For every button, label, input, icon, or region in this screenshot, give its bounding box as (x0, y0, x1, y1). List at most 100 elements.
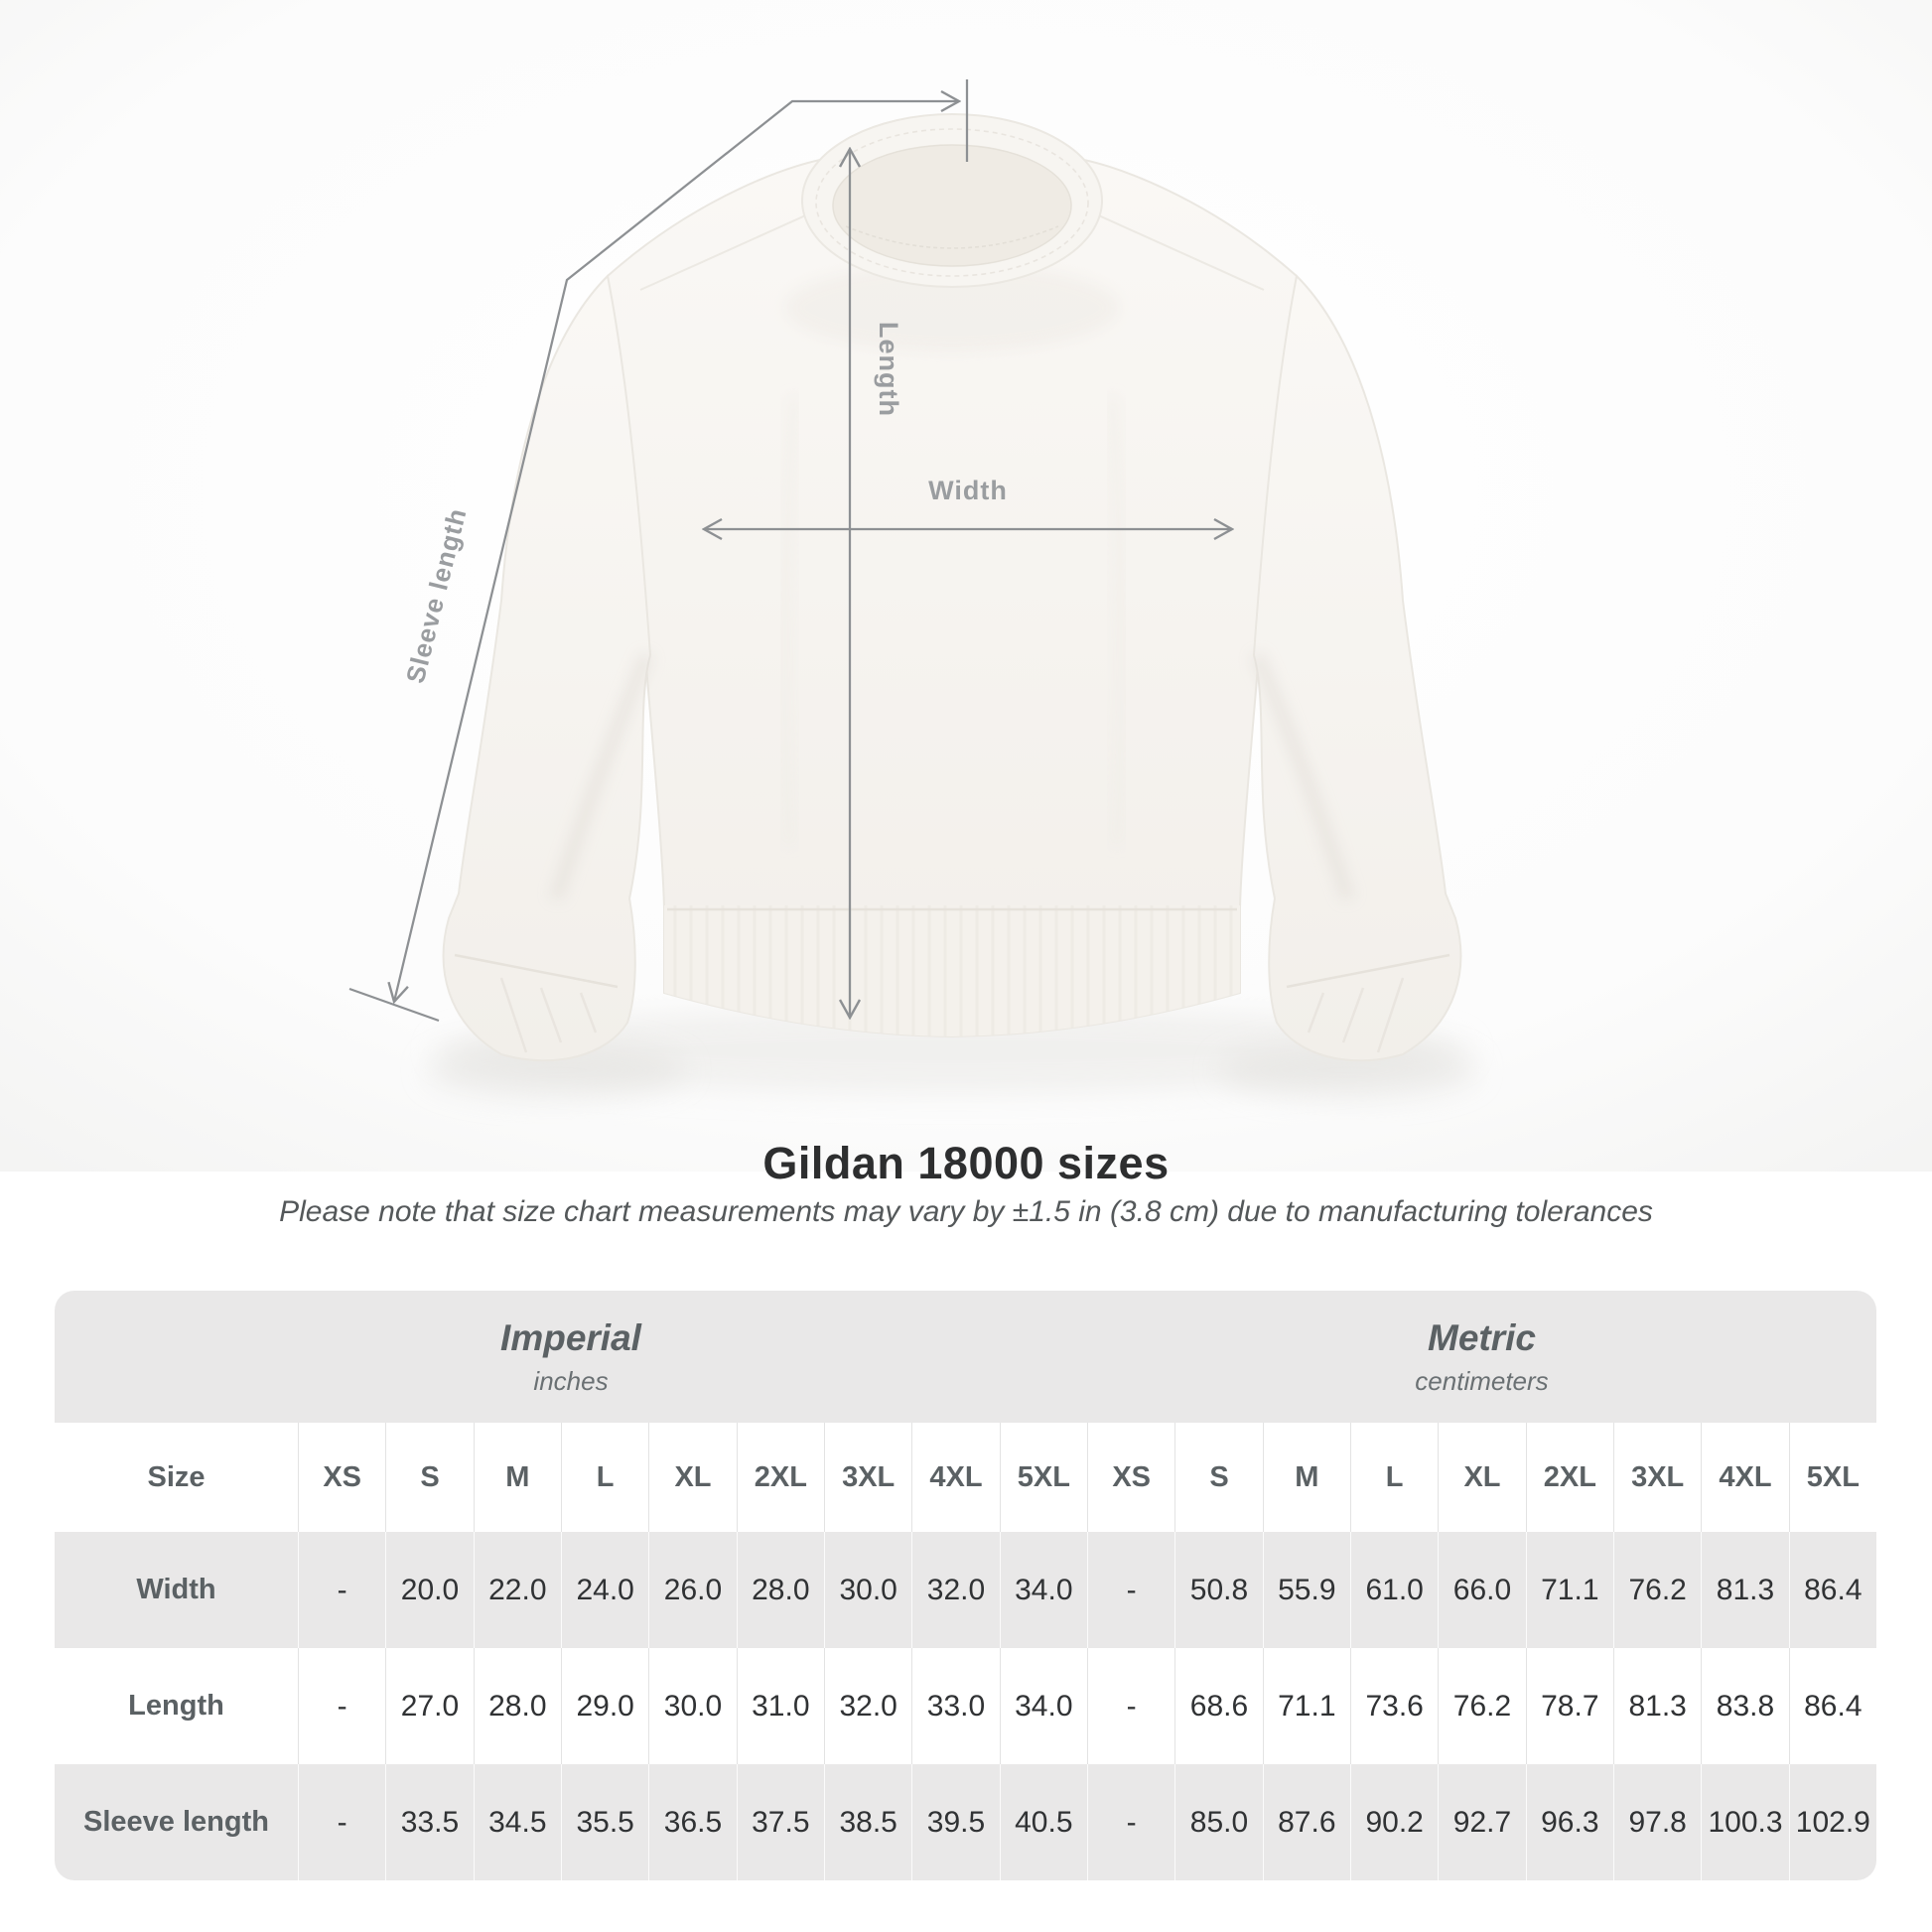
width-value: - (298, 1532, 386, 1648)
size-header: XS (1087, 1423, 1175, 1532)
size-header-row: Size XS S M L XL 2XL 3XL 4XL 5XL XS S M … (55, 1423, 1876, 1532)
size-header: XL (1438, 1423, 1526, 1532)
width-value: 22.0 (473, 1532, 561, 1648)
size-header: 4XL (911, 1423, 1000, 1532)
sleeve-length-row: Sleeve length - 33.5 34.5 35.5 36.5 37.5… (55, 1764, 1876, 1880)
sleeve-value: 34.5 (473, 1764, 561, 1880)
size-header: 5XL (1788, 1423, 1876, 1532)
length-value: 28.0 (473, 1648, 561, 1764)
sleeve-value: 97.8 (1613, 1764, 1702, 1880)
width-value: 26.0 (648, 1532, 737, 1648)
size-header: 2XL (736, 1423, 824, 1532)
sleeve-value: 100.3 (1701, 1764, 1789, 1880)
page-title: Gildan 18000 sizes (762, 1138, 1170, 1188)
sweatshirt-measurement-diagram: Length Width Sleeve length (0, 0, 1932, 1172)
sleeve-value: 90.2 (1350, 1764, 1439, 1880)
sleeve-value: 87.6 (1262, 1764, 1350, 1880)
length-value: 73.6 (1350, 1648, 1439, 1764)
width-value: 76.2 (1613, 1532, 1702, 1648)
length-label: Length (874, 322, 903, 417)
width-value: 71.1 (1525, 1532, 1613, 1648)
length-value: 29.0 (561, 1648, 649, 1764)
size-header: S (385, 1423, 474, 1532)
size-header: M (473, 1423, 561, 1532)
length-value: 71.1 (1262, 1648, 1350, 1764)
width-value: 28.0 (736, 1532, 824, 1648)
imperial-label: Imperial (500, 1316, 641, 1358)
sleeve-value: 96.3 (1525, 1764, 1613, 1880)
length-value: 86.4 (1788, 1648, 1876, 1764)
length-value: - (1087, 1648, 1175, 1764)
tolerance-note: Please note that size chart measurements… (279, 1195, 1653, 1228)
right-cuff (1286, 953, 1450, 1053)
sleeve-value: 33.5 (385, 1764, 474, 1880)
imperial-units: inches (533, 1365, 609, 1396)
soft-shadows (427, 1007, 1477, 1098)
width-value: 61.0 (1350, 1532, 1439, 1648)
right-sleeve (1252, 273, 1462, 1062)
width-value: 20.0 (385, 1532, 474, 1648)
sleeve-value: 40.5 (999, 1764, 1087, 1880)
size-header: S (1174, 1423, 1263, 1532)
size-header: 5XL (999, 1423, 1087, 1532)
width-value: 81.3 (1701, 1532, 1789, 1648)
row-label: Sleeve length (55, 1764, 298, 1880)
metric-units: centimeters (1415, 1365, 1549, 1396)
sleeve-value: - (1087, 1764, 1175, 1880)
length-value: 76.2 (1438, 1648, 1526, 1764)
width-value: 86.4 (1788, 1532, 1876, 1648)
row-label: Width (55, 1532, 298, 1648)
width-value: 34.0 (999, 1532, 1087, 1648)
sleeve-value: 38.5 (824, 1764, 912, 1880)
sleeve-length-end-tick (348, 987, 440, 1023)
size-header: XL (648, 1423, 737, 1532)
size-header: L (561, 1423, 649, 1532)
length-value: 31.0 (736, 1648, 824, 1764)
measurement-annotations (348, 79, 1232, 1023)
sleeve-value: 102.9 (1788, 1764, 1876, 1880)
sleeve-value: 36.5 (648, 1764, 737, 1880)
width-value: 66.0 (1438, 1532, 1526, 1648)
length-value: - (298, 1648, 386, 1764)
sleeve-value: 37.5 (736, 1764, 824, 1880)
sleeve-value: 39.5 (911, 1764, 1000, 1880)
size-header: 2XL (1525, 1423, 1613, 1532)
width-value: 24.0 (561, 1532, 649, 1648)
size-chart-table: Imperial inches Metric centimeters Size … (55, 1291, 1876, 1880)
metric-header: Metric centimeters (1087, 1291, 1876, 1423)
unit-group-header-row: Imperial inches Metric centimeters (55, 1291, 1876, 1423)
length-value: 30.0 (648, 1648, 737, 1764)
length-value: 27.0 (385, 1648, 474, 1764)
length-value: 83.8 (1701, 1648, 1789, 1764)
sleeve-value: 85.0 (1174, 1764, 1263, 1880)
imperial-header: Imperial inches (55, 1291, 1087, 1423)
size-header: 3XL (1613, 1423, 1702, 1532)
size-header: L (1350, 1423, 1439, 1532)
size-header: XS (298, 1423, 386, 1532)
length-row: Length - 27.0 28.0 29.0 30.0 31.0 32.0 3… (55, 1648, 1876, 1764)
size-header: 4XL (1701, 1423, 1789, 1532)
width-value: 32.0 (911, 1532, 1000, 1648)
length-value: 33.0 (911, 1648, 1000, 1764)
length-value: 32.0 (824, 1648, 912, 1764)
width-value: 55.9 (1262, 1532, 1350, 1648)
size-header: 3XL (824, 1423, 912, 1532)
sleeve-length-arrow (394, 101, 959, 1002)
width-value: - (1087, 1532, 1175, 1648)
width-label: Width (928, 476, 1008, 505)
length-value: 78.7 (1525, 1648, 1613, 1764)
length-value: 34.0 (999, 1648, 1087, 1764)
sleeve-value: 35.5 (561, 1764, 649, 1880)
size-column-label: Size (55, 1423, 298, 1532)
length-value: 68.6 (1174, 1648, 1263, 1764)
sleeve-value: - (298, 1764, 386, 1880)
row-label: Length (55, 1648, 298, 1764)
width-value: 30.0 (824, 1532, 912, 1648)
collar (785, 113, 1119, 351)
width-row: Width - 20.0 22.0 24.0 26.0 28.0 30.0 32… (55, 1532, 1876, 1648)
sleeve-value: 92.7 (1438, 1764, 1526, 1880)
width-value: 50.8 (1174, 1532, 1263, 1648)
metric-label: Metric (1428, 1316, 1536, 1358)
size-header: M (1262, 1423, 1350, 1532)
length-value: 81.3 (1613, 1648, 1702, 1764)
